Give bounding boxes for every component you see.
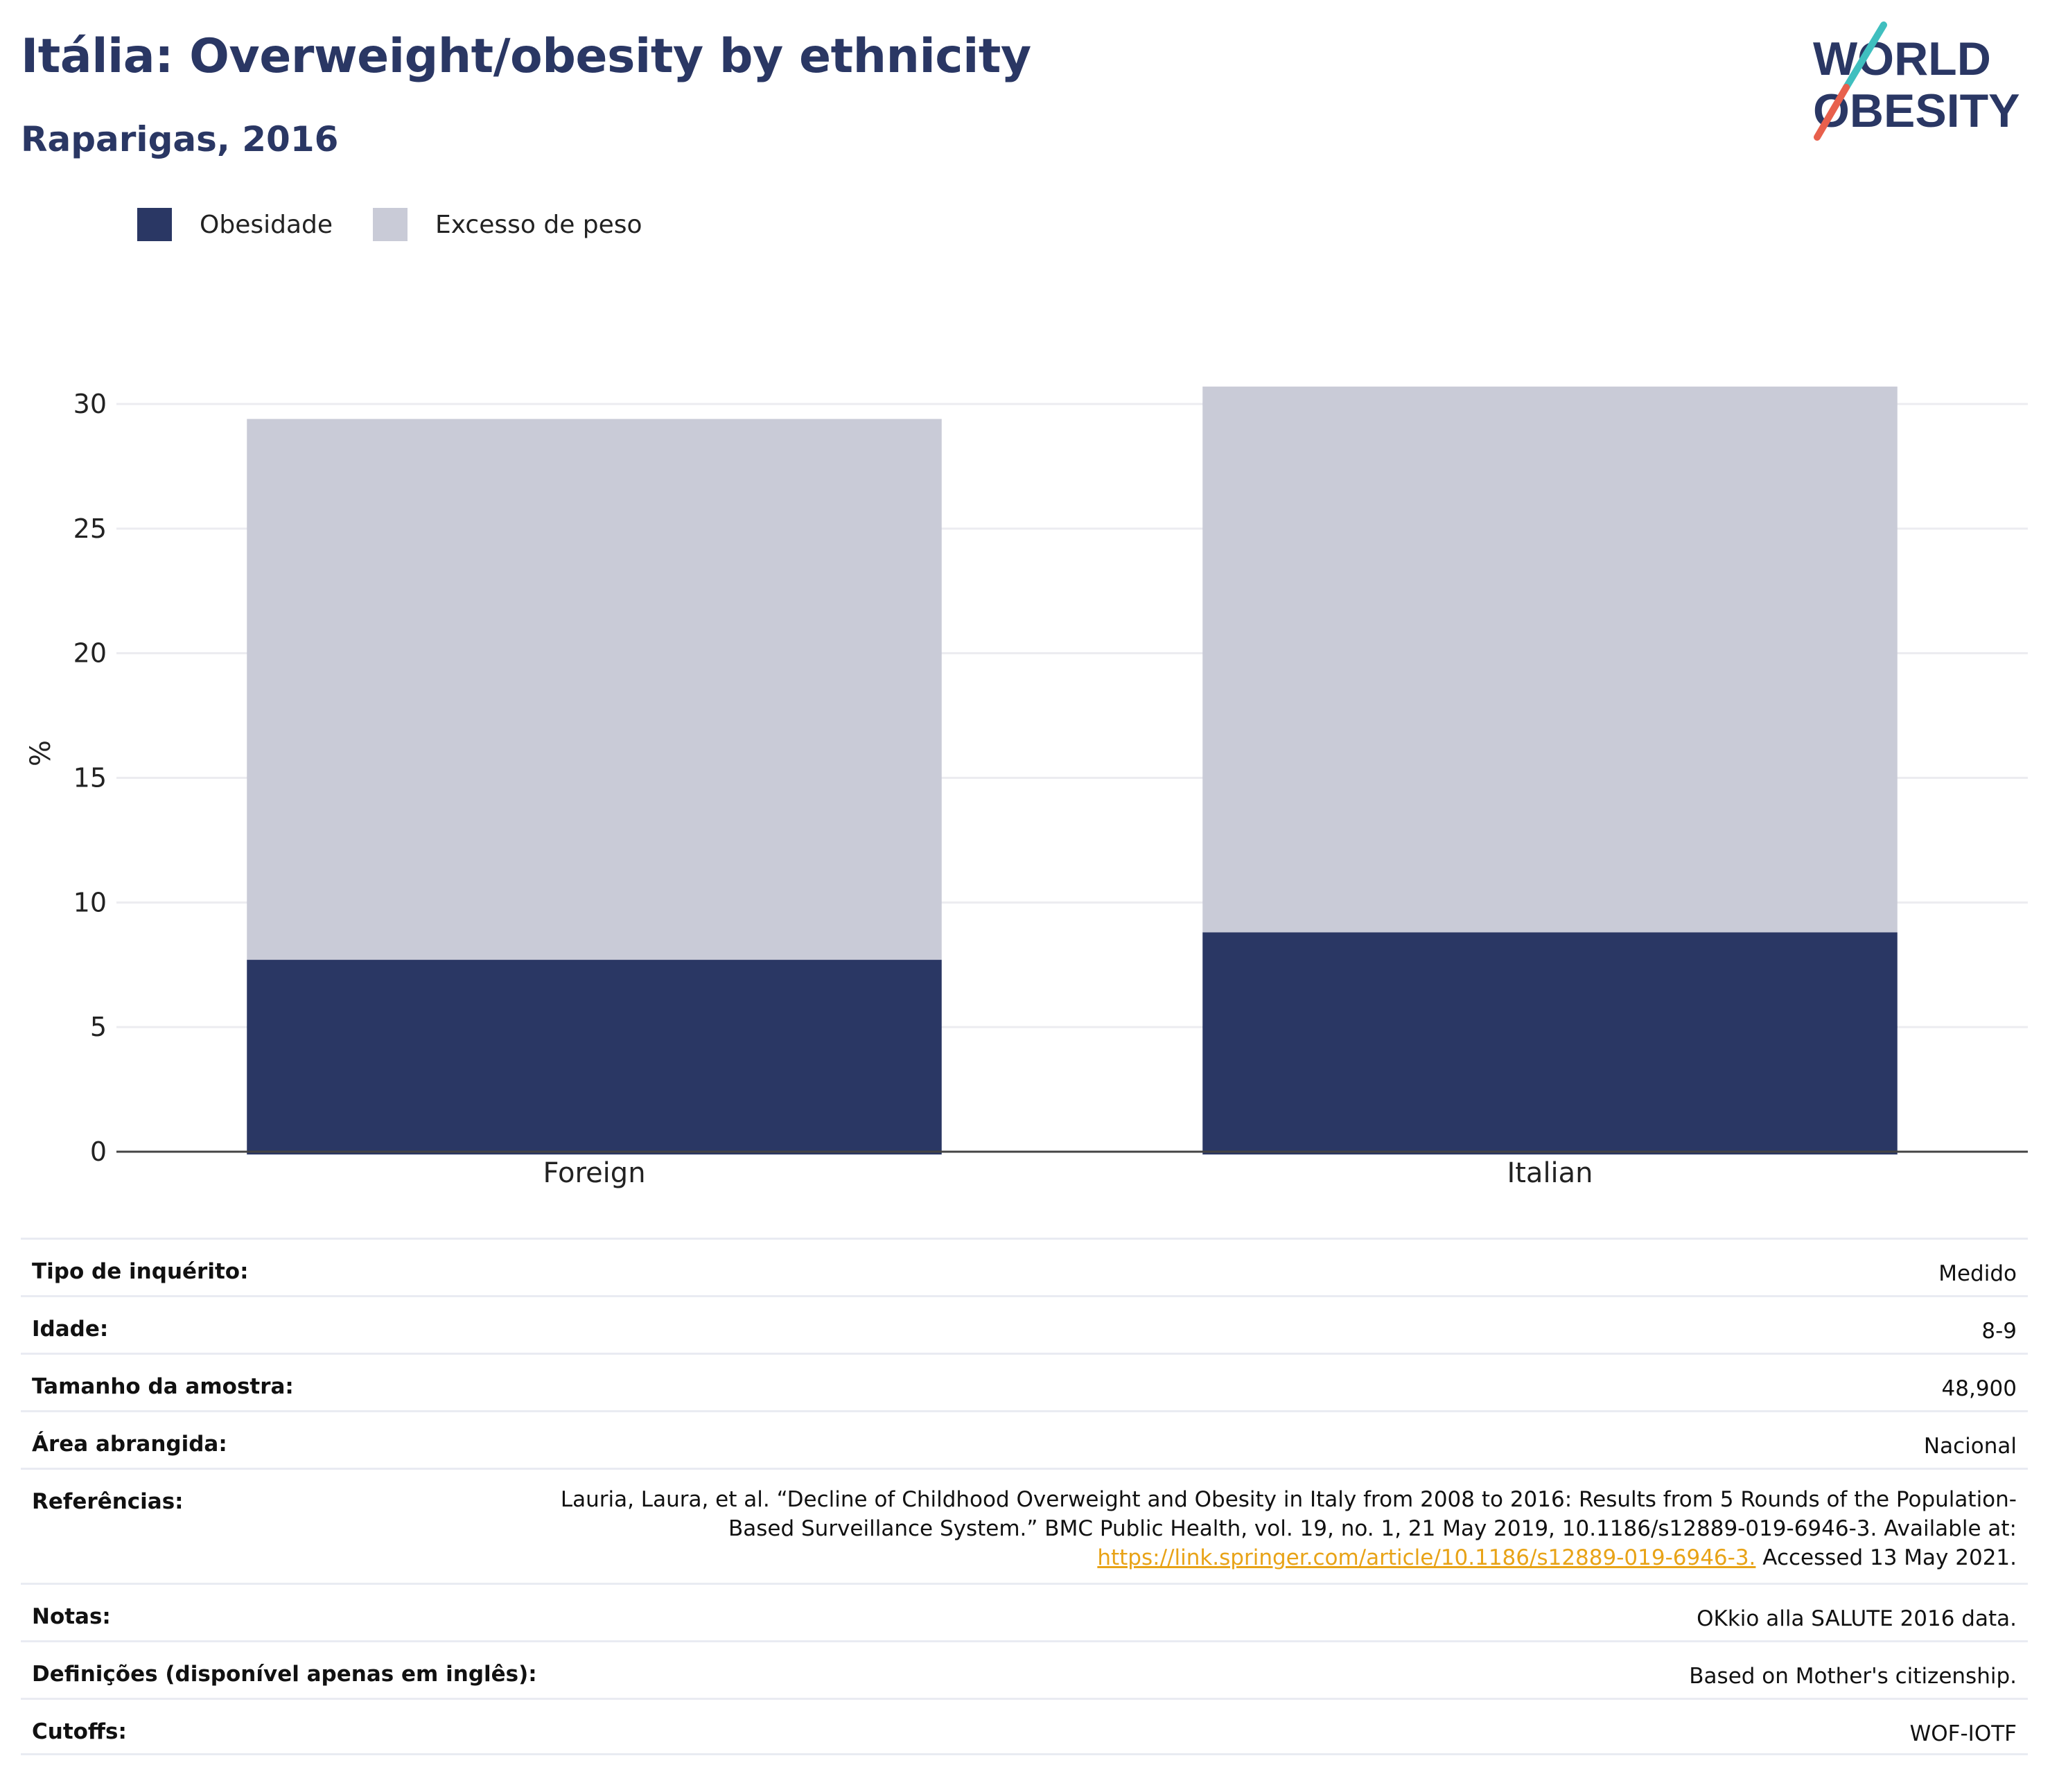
chart-subtitle: Raparigas, 2016	[21, 119, 339, 159]
logo-slash-top	[1843, 21, 1887, 91]
reference-accessed: Accessed 13 May 2021.	[1755, 1545, 2017, 1570]
info-row-age: Idade: 8-9	[21, 1295, 2028, 1353]
info-row-definitions: Definições (disponível apenas em inglês)…	[21, 1640, 2028, 1698]
info-value: Medido	[1938, 1261, 2017, 1286]
info-row-notes: Notas: OKkio alla SALUTE 2016 data.	[21, 1583, 2028, 1640]
x-tick-label: Foreign	[543, 1157, 645, 1189]
info-label: Idade:	[32, 1317, 109, 1342]
bar-italian-excesso-de-peso[interactable]	[1202, 386, 1898, 933]
legend-item-obesidade[interactable]: Obesidade	[137, 208, 333, 241]
x-tick-label: Italian	[1507, 1157, 1593, 1189]
bar-chart: 0 5 10 15 20 25 30 Foreign Italian %	[25, 386, 2028, 1189]
legend-label: Obesidade	[200, 210, 333, 239]
y-tick-label: 20	[73, 638, 107, 669]
bar-italian-obesidade[interactable]	[1202, 932, 1898, 1154]
info-value: OKkio alla SALUTE 2016 data.	[1697, 1606, 2017, 1631]
y-tick-label: 15	[73, 763, 107, 793]
info-label: Cutoffs:	[32, 1719, 127, 1744]
logo-slash-bottom	[1814, 84, 1850, 141]
info-table: Tipo de inquérito: Medido Idade: 8-9 Tam…	[21, 1238, 2028, 1755]
info-row-survey-type: Tipo de inquérito: Medido	[21, 1238, 2028, 1295]
y-tick-label: 5	[90, 1012, 107, 1042]
bars	[247, 386, 1898, 1154]
legend-label: Excesso de peso	[435, 210, 642, 239]
x-tick-labels: Foreign Italian	[543, 1157, 1593, 1189]
info-row-references: Referências: Lauria, Laura, et al. “Decl…	[21, 1468, 2028, 1583]
y-tick-label: 30	[73, 389, 107, 419]
reference-line: Lauria, Laura, et al. “Decline of Childh…	[560, 1487, 2017, 1512]
logo-line2: OBESITY	[1813, 85, 2020, 137]
reference-line: Based Surveillance System.” BMC Public H…	[728, 1516, 2017, 1541]
bar-foreign-excesso-de-peso[interactable]	[247, 419, 942, 960]
chart-legend: Obesidade Excesso de peso	[137, 207, 683, 243]
legend-swatch-excesso-de-peso	[373, 208, 408, 241]
info-row-area: Área abrangida: Nacional	[21, 1410, 2028, 1468]
reference-text: Lauria, Laura, et al. “Decline of Childh…	[561, 1485, 2017, 1572]
info-label: Área abrangida:	[32, 1432, 227, 1457]
info-value: 48,900	[1941, 1376, 2017, 1401]
info-row-sample-size: Tamanho da amostra: 48,900	[21, 1353, 2028, 1410]
y-tick-label: 25	[73, 513, 107, 544]
reference-link[interactable]: https://link.springer.com/article/10.118…	[1097, 1545, 1756, 1570]
y-axis-label: %	[25, 740, 57, 766]
info-label: Tipo de inquérito:	[32, 1259, 249, 1284]
chart-title: Itália: Overweight/obesity by ethnicity	[21, 29, 1031, 84]
legend-item-excesso-de-peso[interactable]: Excesso de peso	[373, 208, 642, 241]
world-obesity-logo: WORLD OBESITY	[1813, 21, 2020, 141]
info-label: Notas:	[32, 1604, 111, 1629]
legend-swatch-obesidade	[137, 208, 172, 241]
bar-foreign-obesidade[interactable]	[247, 960, 942, 1154]
y-tick-labels: 0 5 10 15 20 25 30	[73, 389, 107, 1167]
y-tick-label: 10	[73, 887, 107, 917]
info-value: 8-9	[1981, 1319, 2017, 1344]
info-label: Referências:	[32, 1489, 184, 1514]
info-label: Tamanho da amostra:	[32, 1374, 294, 1399]
info-label: Definições (disponível apenas em inglês)…	[32, 1662, 537, 1687]
info-row-cutoffs: Cutoffs: WOF-IOTF	[21, 1698, 2028, 1755]
info-value: Nacional	[1923, 1434, 2017, 1459]
info-value: Based on Mother's citizenship.	[1689, 1664, 2017, 1689]
logo-line1: WORLD	[1813, 33, 1991, 85]
y-tick-label: 0	[90, 1136, 107, 1167]
info-value: WOF-IOTF	[1909, 1721, 2017, 1746]
